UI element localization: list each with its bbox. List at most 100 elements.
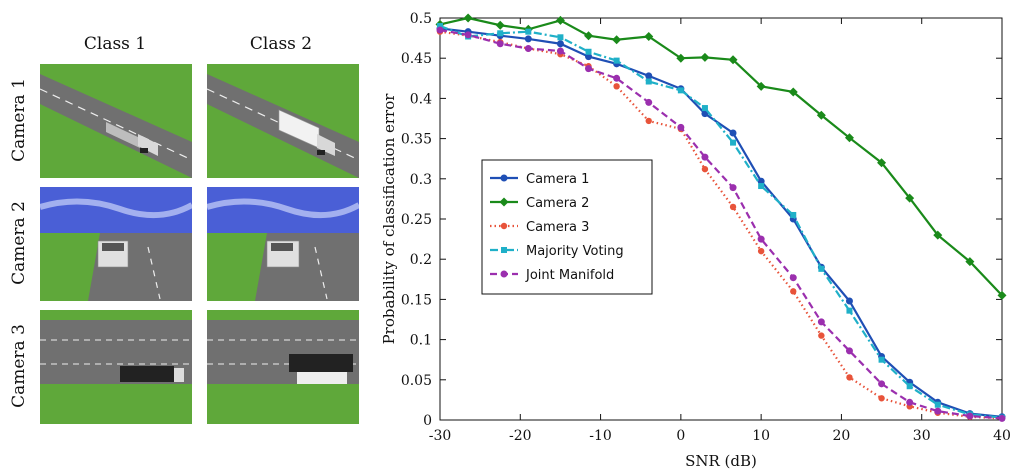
y-tick-label: 0.05 bbox=[401, 373, 432, 389]
camera-3-class-1-image bbox=[40, 310, 192, 424]
y-tick-label: 0.2 bbox=[410, 252, 432, 268]
data-point bbox=[701, 105, 708, 112]
data-point bbox=[933, 230, 943, 240]
y-tick-label: 0.5 bbox=[410, 11, 432, 27]
legend-box bbox=[481, 159, 653, 295]
data-point bbox=[934, 401, 941, 408]
data-point bbox=[525, 28, 532, 35]
data-point bbox=[934, 407, 942, 415]
data-point bbox=[877, 158, 887, 168]
data-point bbox=[845, 347, 853, 355]
y-tick-label: 0.3 bbox=[410, 172, 432, 188]
data-point bbox=[556, 40, 564, 48]
data-point bbox=[700, 52, 710, 62]
column-label-class-1: Class 1 bbox=[83, 34, 147, 54]
series-line bbox=[439, 16, 1003, 297]
data-point bbox=[728, 55, 738, 65]
data-point bbox=[966, 412, 974, 420]
data-point bbox=[818, 332, 825, 339]
data-point bbox=[878, 395, 885, 402]
data-point bbox=[524, 45, 532, 53]
data-point bbox=[495, 20, 505, 30]
x-tick-label: 20 bbox=[833, 428, 851, 444]
data-point bbox=[788, 87, 798, 97]
camera-views-panel: Class 1 Class 2 Camera 1 Camera 2 Camera… bbox=[0, 0, 380, 475]
data-point bbox=[965, 257, 975, 267]
x-tick-label: 0 bbox=[676, 428, 685, 444]
data-point bbox=[757, 247, 765, 255]
chart-series bbox=[435, 13, 1007, 422]
data-point bbox=[676, 53, 686, 63]
camera-2-class-1-image bbox=[40, 187, 192, 301]
data-point bbox=[817, 318, 825, 326]
series-line bbox=[439, 28, 1003, 420]
y-tick-label: 0.4 bbox=[410, 91, 432, 107]
legend-label: Camera 1 bbox=[526, 172, 589, 187]
data-point bbox=[556, 47, 564, 55]
data-point bbox=[878, 380, 886, 388]
data-point bbox=[729, 184, 737, 192]
data-point bbox=[612, 35, 622, 45]
data-point bbox=[701, 153, 709, 161]
legend-label: Camera 3 bbox=[526, 220, 589, 235]
camera-1-class-2-image bbox=[207, 64, 359, 178]
x-tick-label: -20 bbox=[509, 428, 532, 444]
legend-swatch-marker bbox=[500, 222, 508, 230]
data-point bbox=[789, 274, 797, 282]
data-point bbox=[613, 74, 621, 82]
series-line bbox=[439, 25, 1003, 419]
data-point bbox=[906, 398, 914, 406]
data-point bbox=[846, 374, 853, 381]
data-point bbox=[585, 65, 593, 73]
legend-swatch-marker bbox=[500, 270, 508, 278]
data-point bbox=[844, 133, 854, 143]
data-point bbox=[790, 211, 797, 218]
data-point bbox=[757, 235, 765, 243]
series-line bbox=[439, 27, 1003, 418]
legend-label: Majority Voting bbox=[526, 244, 624, 259]
chart-legend: Camera 1 Camera 2 Camera 3 Majority Voting J… bbox=[481, 159, 653, 295]
data-point bbox=[729, 129, 737, 137]
y-tick-label: 0.45 bbox=[401, 51, 432, 67]
series-line bbox=[439, 30, 1003, 420]
x-axis-title: SNR (dB) bbox=[685, 452, 757, 470]
data-point bbox=[677, 87, 684, 94]
data-point bbox=[818, 265, 825, 272]
legend-swatch-marker bbox=[501, 247, 507, 253]
row-label-camera-2: Camera 2 bbox=[9, 200, 29, 285]
data-point bbox=[555, 15, 565, 25]
data-point bbox=[677, 123, 685, 131]
column-label-class-2: Class 2 bbox=[249, 34, 313, 54]
data-point bbox=[645, 78, 652, 85]
y-tick-label: 0.1 bbox=[410, 333, 432, 349]
chart-axes: -30 -20 -10 0 10 20 30 40 0 0.05 0.1 0.15 0.2 0.25 0.3… bbox=[401, 11, 1011, 444]
y-tick-label: 0.35 bbox=[401, 132, 432, 148]
camera-2-class-2-image bbox=[207, 187, 359, 301]
data-point bbox=[524, 35, 532, 43]
legend-swatch-marker bbox=[500, 174, 508, 182]
data-point bbox=[758, 183, 765, 190]
data-point bbox=[790, 288, 797, 295]
x-tick-label: -30 bbox=[429, 428, 452, 444]
camera-1-class-1-image bbox=[40, 64, 192, 178]
x-tick-label: 40 bbox=[993, 428, 1011, 444]
y-tick-label: 0.25 bbox=[401, 212, 432, 228]
data-point bbox=[613, 83, 620, 90]
x-tick-label: -10 bbox=[589, 428, 612, 444]
data-point bbox=[906, 383, 913, 390]
x-tick-label: 30 bbox=[913, 428, 931, 444]
data-point bbox=[816, 110, 826, 120]
data-point bbox=[645, 72, 653, 80]
legend-swatch-marker bbox=[499, 197, 509, 207]
x-tick-label: 10 bbox=[752, 428, 770, 444]
legend-label: Joint Manifold bbox=[525, 268, 614, 283]
data-point bbox=[998, 414, 1006, 422]
row-label-camera-1: Camera 1 bbox=[9, 77, 29, 162]
data-point bbox=[905, 193, 915, 203]
classification-error-chart: -30 -20 -10 0 10 20 30 40 0 0.05 0.1 0.15 0.2 0.25 0.3… bbox=[380, 11, 1011, 470]
data-point bbox=[557, 34, 564, 41]
y-tick-label: 0 bbox=[423, 413, 432, 429]
data-point bbox=[464, 31, 472, 39]
data-point bbox=[729, 203, 737, 211]
data-point bbox=[730, 139, 737, 146]
